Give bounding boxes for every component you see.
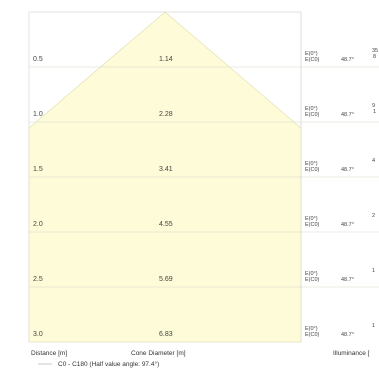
angle-label: 48.7° xyxy=(341,167,354,173)
e0-label: E(0°) xyxy=(305,161,318,167)
e0-label: E(0°) xyxy=(305,326,318,332)
ec0-label: E(C0) xyxy=(305,57,320,63)
e0-label: E(0°) xyxy=(305,106,318,112)
angle-label: 48.7° xyxy=(341,112,354,118)
angle-label: 48.7° xyxy=(341,277,354,283)
e0-label: E(0°) xyxy=(305,216,318,222)
cone-diameter-label: 3.41 xyxy=(159,166,173,173)
e0-label: E(0°) xyxy=(305,51,318,57)
illuminance-top-value: 1 xyxy=(372,268,375,274)
cone-diameter-label: 5.69 xyxy=(159,276,173,283)
cone-diameter-label: 2.28 xyxy=(159,111,173,118)
x-axis-label: Cone Diameter [m] xyxy=(131,350,186,357)
row-gridlines xyxy=(29,66,379,288)
ec0-label: E(C0) xyxy=(305,332,320,338)
ec0-label: E(C0) xyxy=(305,167,320,173)
distance-label: 0.5 xyxy=(33,56,43,63)
illuminance-top-value: 1 xyxy=(372,323,375,329)
cone-diameter-label: 6.83 xyxy=(159,331,173,338)
legend-half-value-angle: C0 - C180 (Half value angle: 97.4°) xyxy=(58,360,159,368)
right-axis-label: Illuminance [ xyxy=(333,350,370,357)
illuminance-top-value: 9 xyxy=(372,103,375,109)
illuminance-top-value: 35 xyxy=(372,48,378,54)
distance-label: 2.0 xyxy=(33,221,43,228)
angle-label: 48.7° xyxy=(341,332,354,338)
distance-label: 1.5 xyxy=(33,166,43,173)
ec0-label: E(C0) xyxy=(305,222,320,228)
distance-label: 3.0 xyxy=(33,331,43,338)
illuminance-top-value: 2 xyxy=(372,213,375,219)
illuminance-bottom-value: 8 xyxy=(373,54,376,60)
y-axis-label: Distance [m] xyxy=(31,350,67,357)
illuminance-bottom-value: 1 xyxy=(373,109,376,115)
angle-label: 48.7° xyxy=(341,222,354,228)
distance-label: 1.0 xyxy=(33,111,43,118)
e0-label: E(0°) xyxy=(305,271,318,277)
ec0-label: E(C0) xyxy=(305,112,320,118)
cone-diameter-label: 4.55 xyxy=(159,221,173,228)
ec0-label: E(C0) xyxy=(305,277,320,283)
distance-label: 2.5 xyxy=(33,276,43,283)
illuminance-top-value: 4 xyxy=(372,158,375,164)
angle-label: 48.7° xyxy=(341,57,354,63)
cone-diameter-label: 1.14 xyxy=(159,56,173,63)
